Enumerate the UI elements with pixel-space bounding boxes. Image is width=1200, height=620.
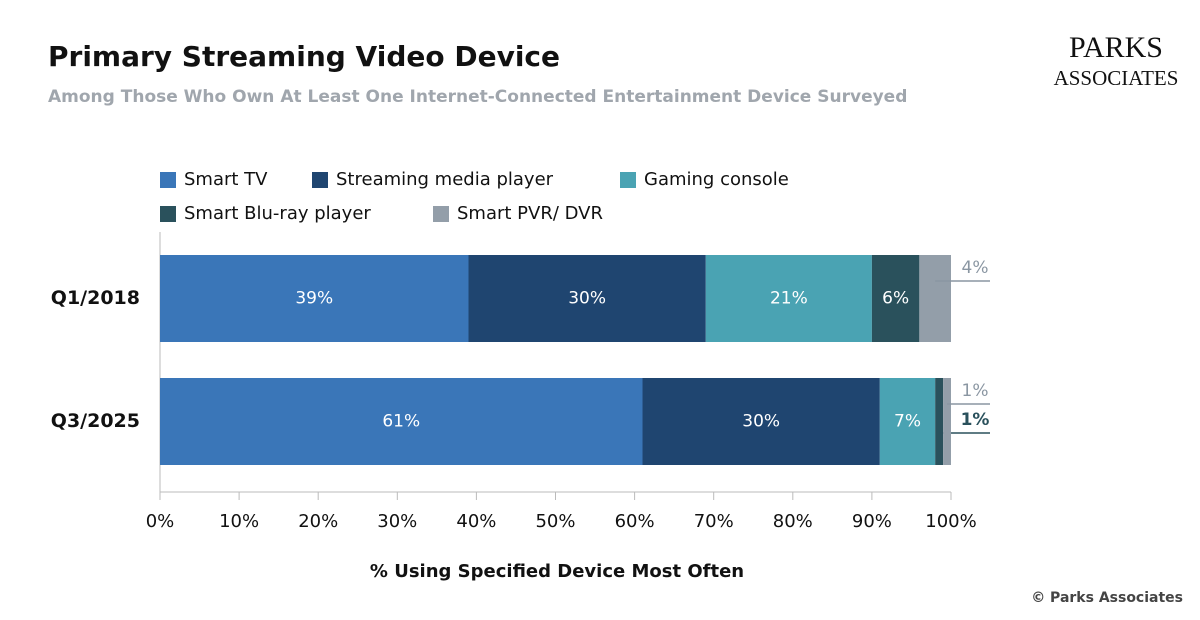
legend-label: Smart Blu-ray player	[184, 203, 371, 224]
bar-segment	[943, 378, 951, 465]
x-tick-label: 30%	[377, 511, 417, 532]
x-axis-title: % Using Specified Device Most Often	[370, 561, 744, 582]
data-label: 21%	[770, 289, 808, 309]
legend-swatch	[160, 172, 176, 188]
legend-label: Smart TV	[184, 169, 268, 190]
legend-swatch	[160, 206, 176, 222]
copyright: © Parks Associates	[1031, 590, 1183, 606]
chart-title: Primary Streaming Video Device	[48, 40, 560, 73]
data-label: 1%	[962, 381, 989, 401]
x-tick-label: 40%	[456, 511, 496, 532]
bar-segment	[160, 255, 469, 342]
logo: PARKS	[1069, 31, 1163, 64]
bar-segment	[160, 378, 643, 465]
bar-segment	[935, 378, 944, 465]
data-label: 4%	[962, 258, 989, 278]
x-tick-label: 80%	[773, 511, 813, 532]
bar-segment	[468, 255, 706, 342]
legend-swatch	[312, 172, 328, 188]
data-label: 39%	[295, 289, 333, 309]
data-label: 6%	[882, 289, 909, 309]
bar-segment	[879, 378, 936, 465]
x-tick-label: 70%	[694, 511, 734, 532]
legend-label: Smart PVR/ DVR	[457, 203, 603, 224]
x-tick-label: 100%	[925, 511, 976, 532]
bar-segment	[919, 255, 951, 342]
legend-label: Gaming console	[644, 169, 789, 190]
x-tick-label: 10%	[219, 511, 259, 532]
bar-segment	[642, 378, 880, 465]
x-tick-label: 50%	[535, 511, 575, 532]
bar-segment	[705, 255, 872, 342]
data-label: 61%	[382, 412, 420, 432]
data-label: 30%	[742, 412, 780, 432]
legend-swatch	[433, 206, 449, 222]
data-label: 7%	[894, 412, 921, 432]
data-label: 30%	[568, 289, 606, 309]
x-tick-label: 60%	[615, 511, 655, 532]
bar-segment	[871, 255, 920, 342]
x-tick-label: 90%	[852, 511, 892, 532]
y-tick-label: Q1/2018	[51, 287, 140, 309]
x-tick-label: 0%	[146, 511, 175, 532]
data-label: 1%	[961, 410, 990, 430]
chart-subtitle: Among Those Who Own At Least One Interne…	[48, 87, 907, 107]
logo: ASSOCIATES	[1054, 66, 1179, 90]
legend-label: Streaming media player	[336, 169, 554, 190]
x-tick-label: 20%	[298, 511, 338, 532]
legend-swatch	[620, 172, 636, 188]
y-tick-label: Q3/2025	[51, 410, 140, 432]
